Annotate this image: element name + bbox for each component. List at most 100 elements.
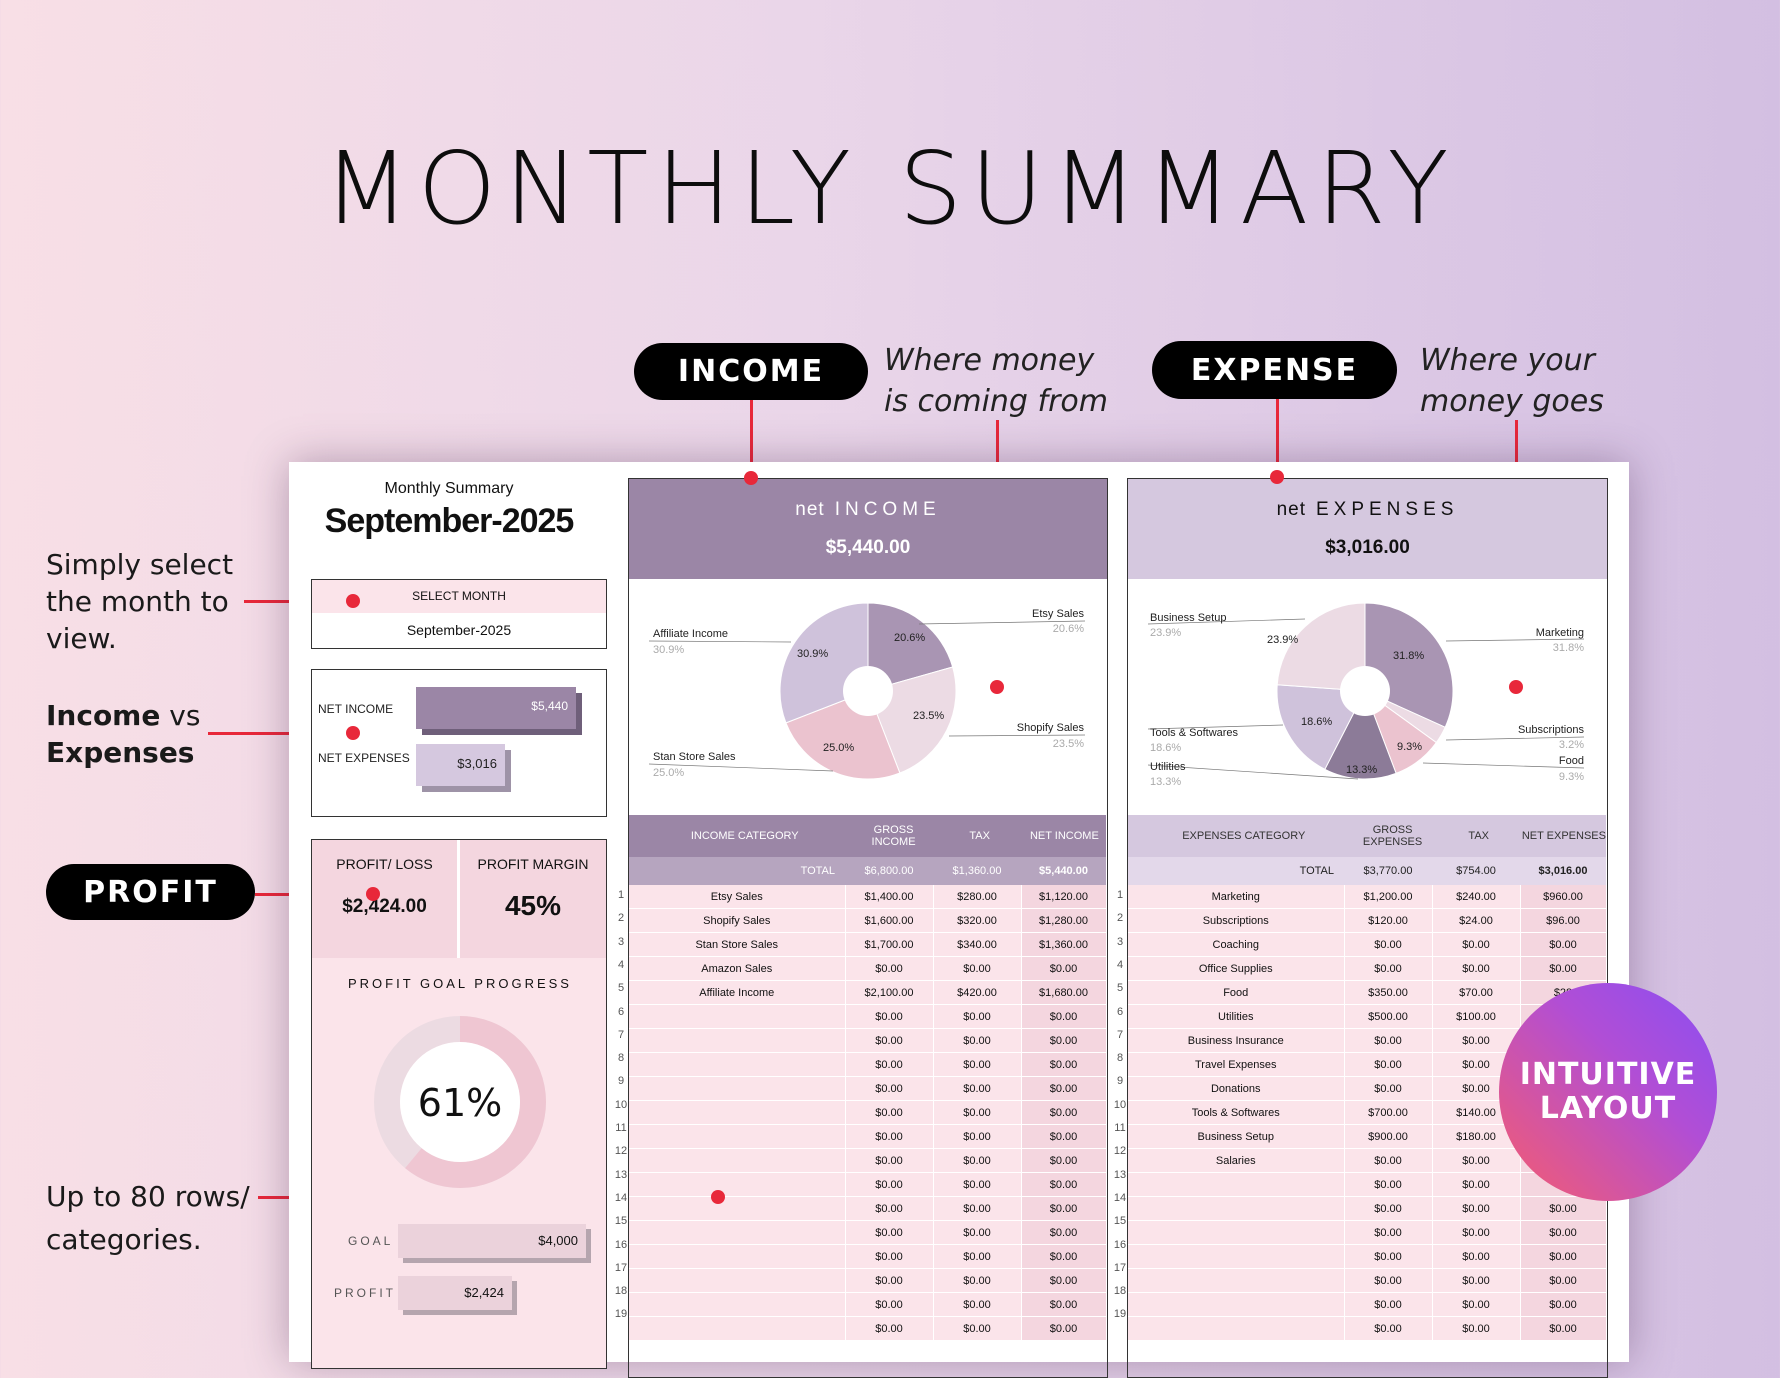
expenses-cell-tax[interactable]: $0.00: [1432, 1244, 1521, 1269]
income-cell-net[interactable]: $1,280.00: [1021, 908, 1107, 933]
income-cell-tax[interactable]: $0.00: [933, 1292, 1022, 1317]
expenses-cell-net[interactable]: $0.00: [1520, 1316, 1607, 1341]
income-cell-net[interactable]: $0.00: [1021, 1124, 1107, 1149]
expenses-cell-tax[interactable]: $0.00: [1432, 956, 1521, 981]
expenses-cell-gross[interactable]: $0.00: [1344, 1268, 1433, 1293]
expenses-cell-category[interactable]: Tools & Softwares: [1128, 1100, 1345, 1125]
income-cell-tax[interactable]: $0.00: [933, 1124, 1022, 1149]
expenses-cell-category[interactable]: [1128, 1172, 1345, 1197]
income-cell-net[interactable]: $0.00: [1021, 1004, 1107, 1029]
income-cell-gross[interactable]: $2,100.00: [845, 980, 934, 1005]
expenses-cell-net[interactable]: $0.00: [1520, 1220, 1607, 1245]
expenses-cell-gross[interactable]: $0.00: [1344, 932, 1433, 957]
expenses-cell-category[interactable]: [1128, 1292, 1345, 1317]
expenses-cell-tax[interactable]: $180.00: [1432, 1124, 1521, 1149]
income-cell-category[interactable]: Amazon Sales: [629, 956, 846, 981]
income-cell-gross[interactable]: $1,700.00: [845, 932, 934, 957]
income-cell-category[interactable]: [629, 1100, 846, 1125]
income-cell-tax[interactable]: $420.00: [933, 980, 1022, 1005]
income-cell-net[interactable]: $0.00: [1021, 1292, 1107, 1317]
expenses-cell-gross[interactable]: $0.00: [1344, 1220, 1433, 1245]
expenses-cell-tax[interactable]: $0.00: [1432, 1268, 1521, 1293]
expenses-cell-net[interactable]: $96.00: [1520, 908, 1607, 933]
expenses-cell-tax[interactable]: $0.00: [1432, 1028, 1521, 1053]
expenses-cell-gross[interactable]: $0.00: [1344, 1052, 1433, 1077]
income-cell-category[interactable]: [629, 1268, 846, 1293]
expenses-cell-gross[interactable]: $0.00: [1344, 1292, 1433, 1317]
expenses-cell-category[interactable]: [1128, 1316, 1345, 1341]
income-cell-net[interactable]: $0.00: [1021, 1316, 1107, 1341]
expenses-cell-gross[interactable]: $1,200.00: [1344, 885, 1433, 909]
expenses-cell-category[interactable]: [1128, 1220, 1345, 1245]
income-cell-tax[interactable]: $280.00: [933, 885, 1022, 909]
income-cell-net[interactable]: $0.00: [1021, 1172, 1107, 1197]
expenses-cell-category[interactable]: Business Insurance: [1128, 1028, 1345, 1053]
income-cell-category[interactable]: Shopify Sales: [629, 908, 846, 933]
income-cell-net[interactable]: $0.00: [1021, 1148, 1107, 1173]
expenses-cell-tax[interactable]: $0.00: [1432, 1316, 1521, 1341]
income-cell-net[interactable]: $1,360.00: [1021, 932, 1107, 957]
income-cell-net[interactable]: $0.00: [1021, 1220, 1107, 1245]
income-cell-gross[interactable]: $0.00: [845, 1244, 934, 1269]
expenses-cell-category[interactable]: Utilities: [1128, 1004, 1345, 1029]
expenses-cell-category[interactable]: [1128, 1268, 1345, 1293]
expenses-cell-category[interactable]: Salaries: [1128, 1148, 1345, 1173]
income-cell-tax[interactable]: $0.00: [933, 1004, 1022, 1029]
income-cell-category[interactable]: [629, 1028, 846, 1053]
expenses-cell-net[interactable]: $0.00: [1520, 956, 1607, 981]
income-cell-gross[interactable]: $0.00: [845, 1316, 934, 1341]
income-cell-category[interactable]: [629, 1076, 846, 1101]
income-cell-category[interactable]: [629, 1196, 846, 1221]
expenses-cell-tax[interactable]: $240.00: [1432, 885, 1521, 909]
expenses-cell-tax[interactable]: $24.00: [1432, 908, 1521, 933]
expenses-cell-net[interactable]: $0.00: [1520, 932, 1607, 957]
expenses-cell-category[interactable]: Food: [1128, 980, 1345, 1005]
expenses-cell-tax[interactable]: $0.00: [1432, 1292, 1521, 1317]
income-cell-category[interactable]: Stan Store Sales: [629, 932, 846, 957]
income-cell-tax[interactable]: $0.00: [933, 1316, 1022, 1341]
income-cell-category[interactable]: [629, 1004, 846, 1029]
expenses-cell-tax[interactable]: $0.00: [1432, 1172, 1521, 1197]
income-cell-tax[interactable]: $0.00: [933, 1268, 1022, 1293]
income-cell-net[interactable]: $0.00: [1021, 956, 1107, 981]
expenses-cell-tax[interactable]: $0.00: [1432, 932, 1521, 957]
income-cell-gross[interactable]: $0.00: [845, 1028, 934, 1053]
expenses-cell-tax[interactable]: $0.00: [1432, 1196, 1521, 1221]
expenses-cell-category[interactable]: Office Supplies: [1128, 956, 1345, 981]
income-cell-category[interactable]: [629, 1292, 846, 1317]
expenses-cell-gross[interactable]: $700.00: [1344, 1100, 1433, 1125]
expenses-cell-tax[interactable]: $0.00: [1432, 1148, 1521, 1173]
expenses-cell-gross[interactable]: $900.00: [1344, 1124, 1433, 1149]
income-cell-net[interactable]: $0.00: [1021, 1268, 1107, 1293]
income-cell-tax[interactable]: $0.00: [933, 1220, 1022, 1245]
income-cell-tax[interactable]: $0.00: [933, 956, 1022, 981]
income-cell-gross[interactable]: $0.00: [845, 1148, 934, 1173]
income-cell-category[interactable]: [629, 1316, 846, 1341]
income-cell-tax[interactable]: $340.00: [933, 932, 1022, 957]
income-cell-gross[interactable]: $0.00: [845, 1076, 934, 1101]
income-cell-tax[interactable]: $0.00: [933, 1028, 1022, 1053]
expenses-cell-gross[interactable]: $0.00: [1344, 1028, 1433, 1053]
expenses-cell-gross[interactable]: $350.00: [1344, 980, 1433, 1005]
income-cell-tax[interactable]: $0.00: [933, 1196, 1022, 1221]
expenses-cell-category[interactable]: Travel Expenses: [1128, 1052, 1345, 1077]
income-cell-gross[interactable]: $0.00: [845, 1220, 934, 1245]
income-cell-tax[interactable]: $0.00: [933, 1100, 1022, 1125]
income-cell-net[interactable]: $1,680.00: [1021, 980, 1107, 1005]
expenses-cell-category[interactable]: Coaching: [1128, 932, 1345, 957]
income-cell-category[interactable]: [629, 1244, 846, 1269]
expenses-cell-category[interactable]: [1128, 1196, 1345, 1221]
expenses-cell-tax[interactable]: $100.00: [1432, 1004, 1521, 1029]
income-cell-net[interactable]: $0.00: [1021, 1100, 1107, 1125]
expenses-cell-tax[interactable]: $0.00: [1432, 1220, 1521, 1245]
expenses-cell-net[interactable]: $0.00: [1520, 1268, 1607, 1293]
income-cell-net[interactable]: $0.00: [1021, 1076, 1107, 1101]
expenses-cell-gross[interactable]: $0.00: [1344, 956, 1433, 981]
income-cell-tax[interactable]: $0.00: [933, 1172, 1022, 1197]
expenses-cell-category[interactable]: Donations: [1128, 1076, 1345, 1101]
income-cell-gross[interactable]: $0.00: [845, 1268, 934, 1293]
expenses-cell-gross[interactable]: $0.00: [1344, 1172, 1433, 1197]
income-cell-net[interactable]: $0.00: [1021, 1196, 1107, 1221]
income-cell-category[interactable]: [629, 1172, 846, 1197]
expenses-cell-gross[interactable]: $0.00: [1344, 1316, 1433, 1341]
